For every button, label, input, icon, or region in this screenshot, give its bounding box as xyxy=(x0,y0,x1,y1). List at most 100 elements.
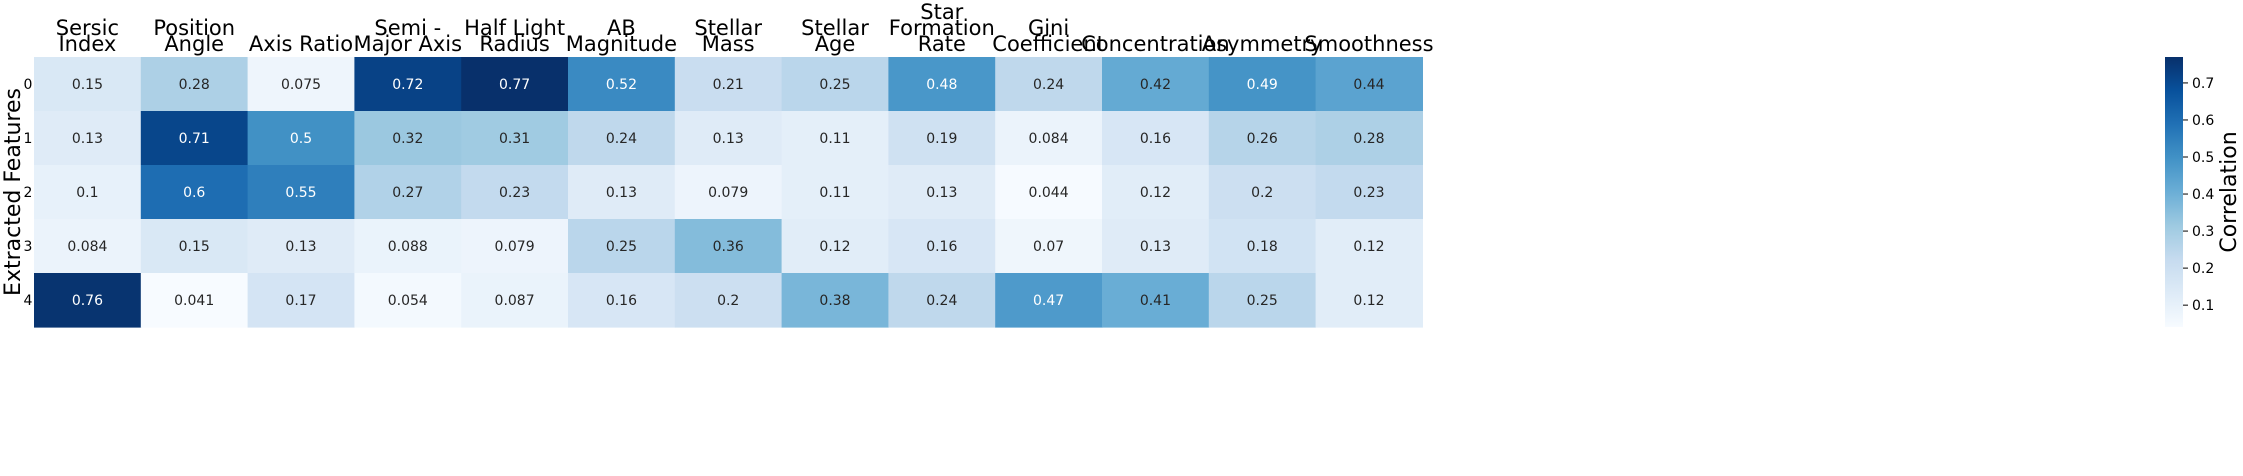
row-label: 3 xyxy=(24,239,33,255)
column-label: Stellar xyxy=(801,16,869,40)
heatmap-cell xyxy=(674,219,783,274)
cell-value-label: 0.13 xyxy=(713,131,744,147)
heatmap-cell xyxy=(568,219,676,274)
column-label: Radius xyxy=(479,32,549,56)
cell-value-label: 0.088 xyxy=(388,239,428,255)
heatmap-cell xyxy=(461,57,569,112)
heatmap-cell xyxy=(461,165,569,220)
row-label: 2 xyxy=(24,185,33,201)
column-label: Star xyxy=(920,0,963,24)
heatmap-cell xyxy=(888,111,996,166)
cell-value-label: 0.044 xyxy=(1029,185,1069,201)
cell-value-label: 0.11 xyxy=(819,131,850,147)
heatmap-cell xyxy=(34,165,142,220)
heatmap-cell xyxy=(1102,57,1210,112)
heatmap-cell xyxy=(247,219,355,274)
heatmap-cell xyxy=(34,111,142,166)
heatmap-cell xyxy=(568,111,676,166)
cell-value-label: 0.5 xyxy=(290,131,312,147)
column-label: Age xyxy=(815,32,856,56)
colorbar-tick-label: 0.3 xyxy=(2192,224,2214,240)
column-label: Magnitude xyxy=(566,32,677,56)
heatmap-cell xyxy=(34,219,142,274)
heatmap-cell xyxy=(995,273,1103,328)
heatmap-cell xyxy=(1208,165,1317,220)
cell-value-label: 0.32 xyxy=(392,131,423,147)
heatmap-cell xyxy=(1102,165,1210,220)
heatmap-cell xyxy=(140,165,249,220)
cell-value-label: 0.23 xyxy=(499,185,530,201)
column-label: Axis Ratio xyxy=(249,32,353,56)
heatmap-cell xyxy=(781,165,889,220)
y-axis-title: Extracted Features xyxy=(1,88,26,296)
column-label: Semi - xyxy=(374,16,441,40)
cell-value-label: 0.17 xyxy=(285,293,316,309)
heatmap-cell xyxy=(461,219,569,274)
column-label: Smoothness xyxy=(1304,32,1433,56)
cell-value-label: 0.1 xyxy=(76,185,98,201)
cell-value-label: 0.2 xyxy=(1251,185,1273,201)
heatmap-cell xyxy=(888,273,996,328)
cell-value-label: 0.07 xyxy=(1033,239,1064,255)
column-label: Position xyxy=(153,16,235,40)
cell-value-label: 0.24 xyxy=(926,293,957,309)
heatmap-cell xyxy=(674,57,783,112)
column-label: Sersic xyxy=(56,16,119,40)
column-label: Rate xyxy=(918,32,966,56)
cell-value-label: 0.24 xyxy=(606,131,637,147)
cell-value-label: 0.71 xyxy=(179,131,210,147)
cell-value-label: 0.6 xyxy=(183,185,205,201)
heatmap-cell xyxy=(1208,219,1317,274)
heatmap-cell xyxy=(354,165,462,220)
heatmap-cell xyxy=(568,273,676,328)
cell-value-label: 0.41 xyxy=(1140,293,1171,309)
heatmap-cell xyxy=(781,219,889,274)
heatmap-cell xyxy=(354,273,462,328)
heatmap-cell xyxy=(995,57,1103,112)
heatmap-cell xyxy=(247,273,355,328)
heatmap-cell xyxy=(34,273,142,328)
row-label: 4 xyxy=(24,293,33,309)
heatmap-cell xyxy=(247,111,355,166)
colorbar: 0.1 0.2 0.3 0.4 0.5 0.6 0.7 xyxy=(2165,57,2214,327)
row-labels: 0 1 2 3 4 xyxy=(24,77,33,309)
row-label: 1 xyxy=(24,131,33,147)
cell-value-label: 0.15 xyxy=(179,239,210,255)
cell-value-label: 0.18 xyxy=(1247,239,1278,255)
cell-value-label: 0.25 xyxy=(819,77,850,93)
cell-value-label: 0.16 xyxy=(1140,131,1171,147)
cell-value-label: 0.47 xyxy=(1033,293,1064,309)
cell-value-label: 0.16 xyxy=(926,239,957,255)
cell-value-label: 0.054 xyxy=(388,293,428,309)
heatmap-cell xyxy=(354,57,462,112)
cell-value-label: 0.2 xyxy=(717,293,739,309)
heatmap-cell xyxy=(1208,57,1317,112)
cell-value-label: 0.13 xyxy=(926,185,957,201)
cell-value-label: 0.72 xyxy=(392,77,423,93)
cell-value-label: 0.26 xyxy=(1247,131,1278,147)
heatmap-cell xyxy=(568,57,676,112)
cell-value-label: 0.079 xyxy=(495,239,535,255)
row-label: 0 xyxy=(24,77,33,93)
heatmap-cell xyxy=(140,219,249,274)
colorbar-tick-label: 0.7 xyxy=(2192,76,2214,92)
cell-value-label: 0.25 xyxy=(1247,293,1278,309)
colorbar-gradient xyxy=(2165,57,2183,327)
cell-value-label: 0.52 xyxy=(606,77,637,93)
cell-value-label: 0.21 xyxy=(713,77,744,93)
column-label: Gini xyxy=(1028,16,1069,40)
heatmap-cell xyxy=(461,273,569,328)
cell-value-label: 0.13 xyxy=(1140,239,1171,255)
cell-value-label: 0.16 xyxy=(606,293,637,309)
cell-value-label: 0.38 xyxy=(819,293,850,309)
cell-value-label: 0.23 xyxy=(1353,185,1384,201)
heatmap-cell xyxy=(1102,219,1210,274)
heatmap-cell xyxy=(568,165,676,220)
heatmap-cell xyxy=(888,57,996,112)
cell-value-label: 0.28 xyxy=(179,77,210,93)
column-label: Angle xyxy=(164,32,224,56)
colorbar-tick-label: 0.2 xyxy=(2192,261,2214,277)
heatmap-cell xyxy=(674,273,783,328)
cell-value-label: 0.12 xyxy=(1353,293,1384,309)
cell-value-label: 0.36 xyxy=(713,239,744,255)
